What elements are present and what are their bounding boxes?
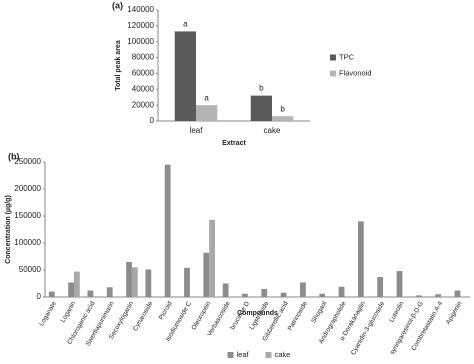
y-tick-label: 150000 [14,211,41,220]
bar [196,105,218,121]
bar [126,261,132,297]
y-axis-label: Concentration (µg/g) [5,195,12,264]
x-axis-label: Compounds [237,310,278,317]
significance-letter: b [259,84,264,93]
bar [73,271,80,297]
bar [145,269,152,297]
x-tick-label: Cynaroside [132,300,155,332]
y-tick-label: 120000 [127,21,154,30]
x-tick-label: Loganin [60,300,78,324]
significance-letter: b [280,104,285,113]
bar [319,293,326,297]
bar [48,291,55,297]
y-axis-label: Total peak area [115,40,122,91]
x-axis-label: Extract [222,140,246,147]
bar [87,290,94,297]
legend-swatch [265,352,272,358]
legend-label: cake [275,350,291,359]
x-tick-label: Luteolin [388,300,406,324]
bar [131,267,138,297]
bar [280,292,287,297]
panel-label: (b) [8,151,20,161]
y-tick-label: 200000 [14,184,41,193]
bar [209,219,215,297]
x-tick-label: Apigenin [445,300,464,326]
bar [300,282,306,297]
legend-swatch [227,352,234,358]
bar [164,164,171,297]
y-tick-label: 140000 [127,5,154,14]
bar [203,252,210,297]
bar [68,282,74,297]
y-tick-label: 0 [37,292,42,301]
x-tick-label: Loganate [38,300,58,327]
y-tick-label: 100000 [127,37,154,46]
legend-swatch [330,54,336,61]
bar [454,290,461,297]
bar [242,293,248,297]
panel-label: (a) [112,0,123,10]
significance-letter: a [204,93,209,102]
bar [261,288,268,297]
x-tick-label: Shogaol [310,300,328,325]
bar [338,286,345,297]
bar [272,116,294,121]
bar [184,267,190,297]
y-tick-label: 100000 [14,238,41,247]
x-tick-label: leaf [190,126,204,135]
bar [250,95,272,121]
y-tick-label: 20000 [132,100,155,109]
x-tick-label: cake [264,126,281,135]
y-tick-label: 50000 [19,265,42,274]
bar [106,287,113,297]
bar [396,271,403,297]
x-tick-label: Patrinoside [287,300,310,332]
y-tick-label: 40000 [132,84,155,93]
x-tick-label: Picroid [158,300,174,321]
y-tick-label: 80000 [132,53,155,62]
bar [377,277,384,297]
legend-label: leaf [237,350,250,359]
legend-label: TPC [339,52,355,61]
significance-letter: a [183,20,188,29]
legend-swatch [330,70,336,77]
legend-label: Flavonoid [339,68,372,77]
y-tick-label: 250000 [14,157,41,166]
y-tick-label: 60000 [132,69,155,78]
bar [415,295,422,297]
bar [222,283,229,297]
bar [174,31,196,121]
bar [435,294,442,297]
bar [357,221,364,297]
y-tick-label: 0 [150,116,155,125]
x-tick-label: Oleuropein [190,300,212,331]
